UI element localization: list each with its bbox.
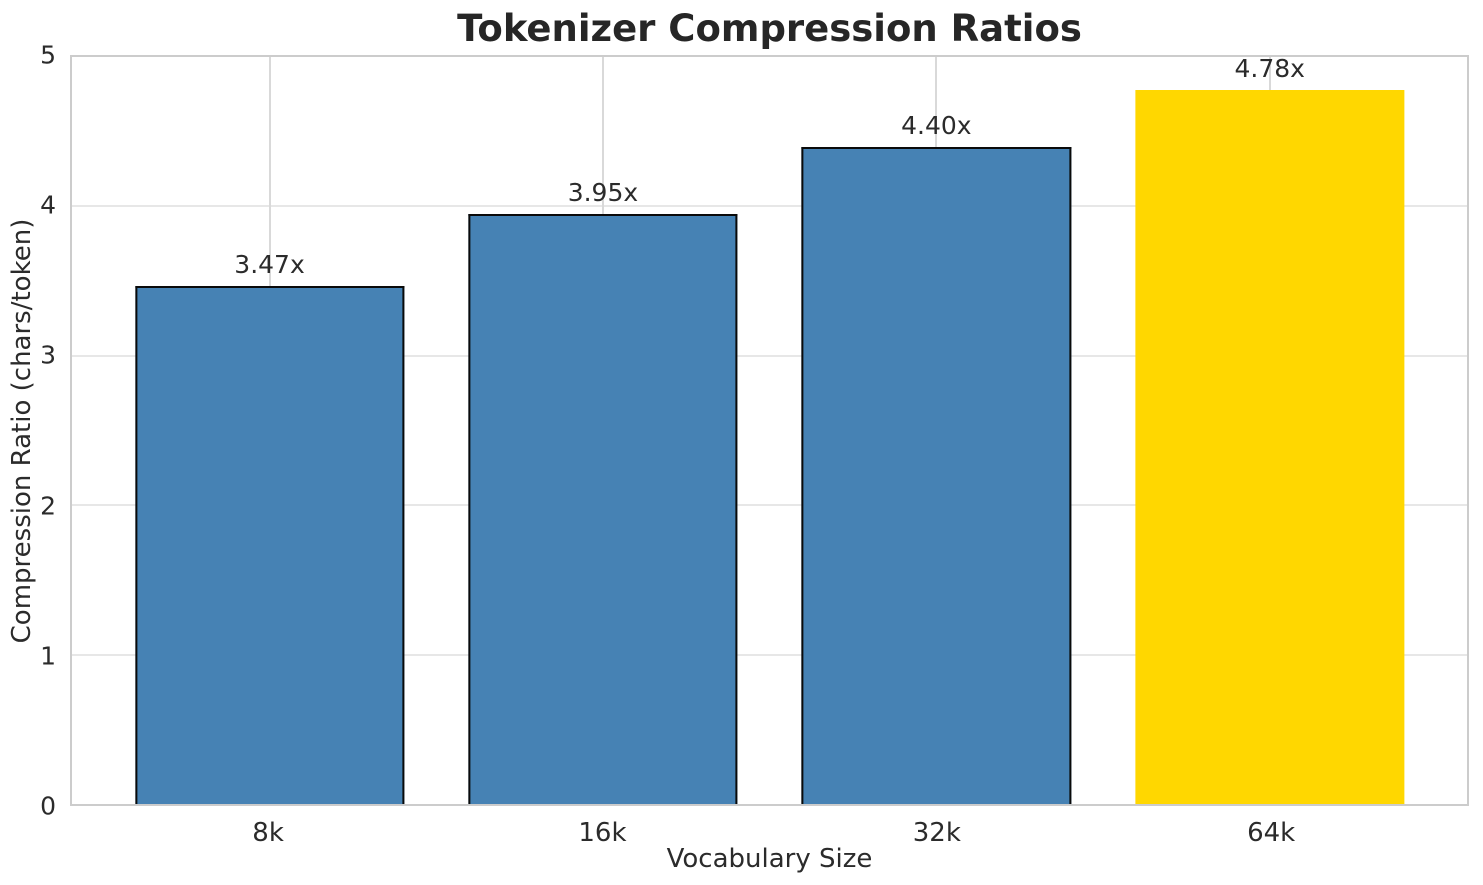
x-tick-labels: 8k 16k 32k 64k [70,806,1469,848]
bar-value-label-64k: 4.78x [1234,53,1305,83]
bar-16k [468,213,738,804]
bar-value-label-32k: 4.40x [901,110,972,140]
y-tick-3: 3 [40,340,56,370]
h-gridline-1 [72,653,1467,656]
x-axis-label: Vocabulary Size [666,844,873,874]
h-gridline-3 [72,354,1467,357]
h-gridline-2 [72,504,1467,507]
y-tick-labels: 0 1 2 3 4 5 [0,43,56,819]
plot-area: 3.47x 3.95x 4.40x 4.78x [70,53,1469,806]
bar-64k [1135,89,1405,804]
h-gridline-4 [72,205,1467,208]
y-tick-2: 2 [40,491,56,521]
x-tick-8k: 8k [252,818,284,848]
bar-value-label-8k: 3.47x [234,249,305,279]
bar-value-label-16k: 3.95x [567,177,639,207]
chart-title: Tokenizer Compression Ratios [457,7,1082,50]
y-tick-0: 0 [40,791,56,821]
x-tick-16k: 16k [578,818,627,848]
bar-32k [801,146,1071,804]
x-tick-32k: 32k [912,818,961,848]
bar-8k [134,285,405,804]
y-tick-5: 5 [40,40,56,70]
x-tick-64k: 64k [1247,818,1296,848]
y-tick-4: 4 [40,190,56,220]
y-tick-1: 1 [40,641,56,671]
